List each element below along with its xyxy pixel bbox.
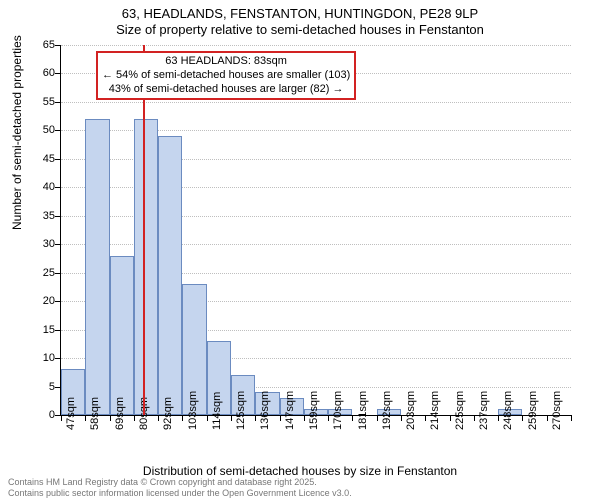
y-tick-label: 55 <box>25 96 55 108</box>
gridline <box>61 102 571 103</box>
reference-line <box>143 45 145 415</box>
x-tick <box>110 415 111 421</box>
x-tick <box>255 415 256 421</box>
footer-line-2: Contains public sector information licen… <box>8 488 352 498</box>
x-tick <box>522 415 523 421</box>
gridline <box>61 45 571 46</box>
x-tick <box>498 415 499 421</box>
x-axis-title: Distribution of semi-detached houses by … <box>0 464 600 478</box>
annotation-line: 43% of semi-detached houses are larger (… <box>102 83 350 97</box>
y-tick <box>55 73 61 74</box>
y-tick-label: 5 <box>25 381 55 393</box>
y-tick-label: 30 <box>25 238 55 250</box>
x-tick <box>231 415 232 421</box>
x-tick <box>182 415 183 421</box>
y-tick <box>55 45 61 46</box>
y-tick-label: 60 <box>25 67 55 79</box>
title-line-1: 63, HEADLANDS, FENSTANTON, HUNTINGDON, P… <box>0 6 600 21</box>
y-tick <box>55 102 61 103</box>
y-tick-label: 15 <box>25 324 55 336</box>
title-line-2: Size of property relative to semi-detach… <box>0 22 600 37</box>
x-tick <box>474 415 475 421</box>
chart-container: 63, HEADLANDS, FENSTANTON, HUNTINGDON, P… <box>0 0 600 500</box>
x-tick <box>547 415 548 421</box>
histogram-bar <box>134 119 158 415</box>
y-tick <box>55 159 61 160</box>
x-tick <box>85 415 86 421</box>
x-tick <box>158 415 159 421</box>
x-tick <box>61 415 62 421</box>
x-tick <box>352 415 353 421</box>
x-tick <box>304 415 305 421</box>
annotation-line: ← 54% of semi-detached houses are smalle… <box>102 69 350 83</box>
x-tick <box>328 415 329 421</box>
x-tick <box>425 415 426 421</box>
x-tick <box>450 415 451 421</box>
y-tick <box>55 244 61 245</box>
annotation-line: 63 HEADLANDS: 83sqm <box>102 55 350 69</box>
plot-area: 0510152025303540455055606547sqm58sqm69sq… <box>60 45 571 416</box>
x-tick <box>571 415 572 421</box>
y-axis-title: Number of semi-detached properties <box>10 35 24 230</box>
y-tick <box>55 216 61 217</box>
x-tick <box>207 415 208 421</box>
histogram-bar <box>85 119 109 415</box>
y-tick <box>55 358 61 359</box>
y-tick <box>55 273 61 274</box>
y-tick-label: 50 <box>25 124 55 136</box>
y-tick-label: 35 <box>25 210 55 222</box>
y-tick <box>55 330 61 331</box>
footer-text: Contains HM Land Registry data © Crown c… <box>8 477 352 498</box>
y-tick-label: 40 <box>25 181 55 193</box>
annotation-box: 63 HEADLANDS: 83sqm← 54% of semi-detache… <box>96 51 356 100</box>
footer-line-1: Contains HM Land Registry data © Crown c… <box>8 477 352 487</box>
y-tick-label: 10 <box>25 352 55 364</box>
y-tick-label: 20 <box>25 295 55 307</box>
histogram-bar <box>158 136 182 415</box>
y-tick-label: 25 <box>25 267 55 279</box>
x-tick <box>134 415 135 421</box>
x-tick <box>401 415 402 421</box>
y-tick-label: 65 <box>25 39 55 51</box>
y-tick <box>55 130 61 131</box>
y-tick-label: 45 <box>25 153 55 165</box>
x-tick <box>377 415 378 421</box>
x-tick <box>280 415 281 421</box>
y-tick <box>55 187 61 188</box>
histogram-bar <box>110 256 134 415</box>
y-tick <box>55 301 61 302</box>
y-tick-label: 0 <box>25 409 55 421</box>
